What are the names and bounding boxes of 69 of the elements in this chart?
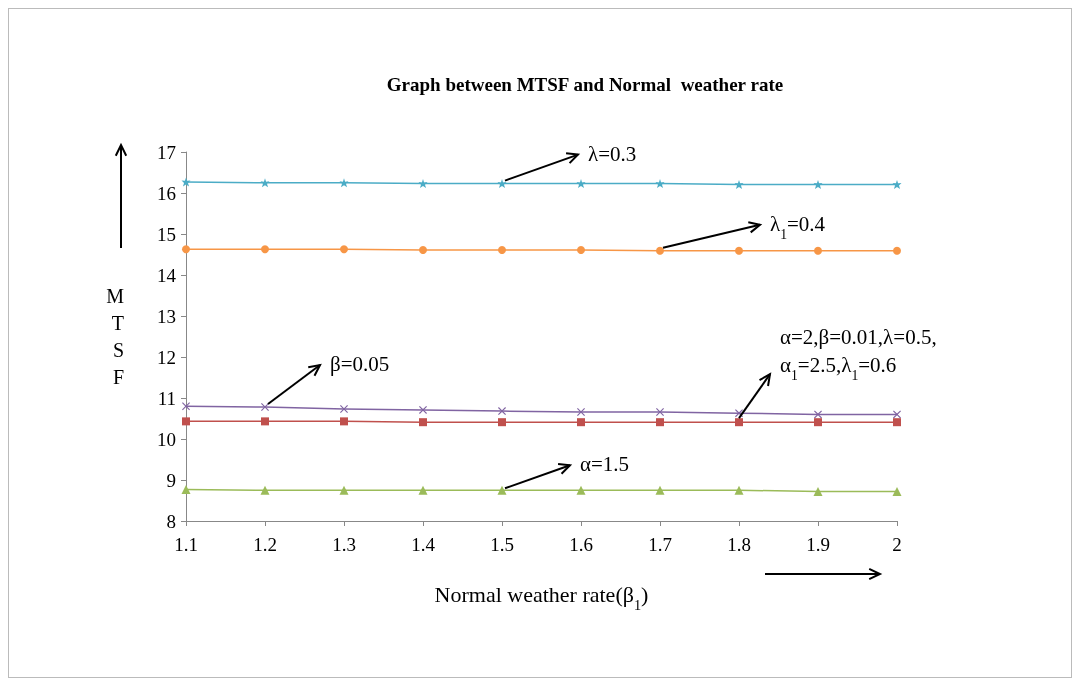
y-tick-label: 14 [157,264,177,286]
point [814,418,822,427]
annotation: α=1.5 [580,452,630,477]
point [339,178,349,188]
point [260,178,270,188]
point [813,486,823,496]
point [734,485,744,495]
point [339,485,349,495]
y-tick-label: 12 [157,346,176,368]
point [418,485,428,495]
point [893,410,901,419]
point [497,179,507,189]
x-tick-label: 1.4 [411,534,436,555]
point [340,245,348,254]
y-tick-label: 17 [157,141,176,163]
point [893,418,901,427]
annotation: λ$_{1}$=0.4 [770,211,826,242]
point [576,485,586,495]
point [498,245,506,254]
point [418,179,428,189]
point [892,179,902,189]
y-tick-label: 11 [157,387,176,409]
point [182,417,190,426]
x-axis-title: Normal weather rate(β$_{1}$) [434,582,649,613]
point [577,245,585,254]
x-tick-label: 1.6 [569,534,593,555]
point [892,486,902,496]
point [497,485,507,495]
x-tick-label: 1.9 [806,534,830,555]
point [735,418,743,427]
y-tick-label: 8 [166,510,176,532]
y-tick-label: 16 [157,182,176,204]
point [735,246,743,255]
point [261,245,269,254]
point [814,410,822,419]
point [655,485,665,495]
y-axis-title: MTSF [106,285,125,388]
x-tick-label: 1.7 [648,534,672,555]
x-tick-label: 1.3 [332,534,356,555]
y-tick-label: 10 [157,428,176,450]
annotation: α=2,β=0.01,λ=0.5, α$_{1}$=2.5,λ$_{1}$=0.6 [780,325,937,383]
point [655,179,665,189]
x-tick-label: 1.2 [253,534,277,555]
point [419,418,427,427]
x-tick-label: 1.5 [490,534,514,555]
point [814,246,822,255]
point [419,245,427,254]
x-tick-label: 1.1 [174,534,198,555]
point [577,418,585,427]
point [656,246,664,255]
point [893,246,901,255]
point [182,245,190,254]
point [734,179,744,189]
y-tick-label: 13 [157,305,176,327]
point [260,485,270,495]
x-tick-label: 2 [892,534,902,555]
y-tick-label: 9 [166,469,176,491]
y-tick-label: 15 [157,223,176,245]
annotation: λ=0.3 [588,141,637,166]
point [181,484,191,494]
x-tick-label: 1.8 [727,534,751,555]
point [656,418,664,427]
point [261,417,269,426]
point [340,417,348,426]
point [576,179,586,189]
point [813,179,823,189]
chart-title: Graph between MTSF and Normal weather rate [386,74,784,95]
point [498,418,506,427]
annotation: β=0.05 [330,352,390,377]
